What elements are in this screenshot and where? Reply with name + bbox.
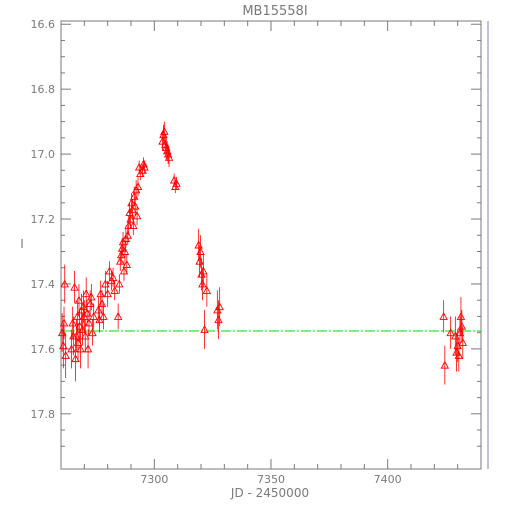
data-point: [83, 344, 93, 353]
data-point: [123, 230, 132, 239]
data-point: [140, 162, 149, 171]
x-tick-label: 7400: [374, 473, 402, 486]
data-point: [452, 347, 461, 356]
x-axis-label: JD - 2450000: [230, 486, 309, 500]
data-point: [87, 292, 96, 301]
y-tick-label: 16.8: [31, 83, 56, 96]
data-point: [110, 285, 119, 294]
data-point: [172, 178, 181, 187]
data-point: [164, 152, 174, 161]
data-point: [214, 315, 223, 324]
data-point: [160, 126, 169, 135]
data-point: [74, 295, 84, 304]
data-point: [446, 328, 455, 337]
data-point: [68, 318, 77, 327]
data-point: [133, 182, 143, 191]
data-point: [115, 279, 124, 288]
data-point: [456, 311, 466, 320]
data-point: [101, 279, 110, 288]
data-point: [60, 279, 69, 288]
y-tick-label: 17.6: [31, 343, 56, 356]
y-tick-label: 17.8: [31, 408, 56, 421]
data-point: [61, 350, 70, 359]
data-point: [88, 328, 97, 337]
data-point: [458, 337, 468, 346]
data-point: [129, 221, 138, 229]
y-tick-label: 16.6: [31, 18, 56, 31]
data-point: [454, 350, 464, 359]
data-points: [57, 121, 468, 385]
data-point: [85, 298, 95, 307]
data-point: [99, 311, 108, 320]
y-tick-label: 17.2: [31, 213, 56, 226]
data-point: [84, 318, 94, 327]
data-point: [200, 324, 209, 333]
y-axis: 16.6 16.8 17.0 17.2 17.4 17.6 17.8: [31, 18, 481, 447]
data-point: [89, 311, 98, 320]
x-axis: 7300 7350 7400: [83, 21, 459, 486]
data-point: [199, 266, 208, 275]
data-point: [202, 285, 212, 294]
x-tick-label: 7350: [257, 473, 285, 486]
data-point: [79, 302, 88, 311]
data-point: [132, 211, 142, 220]
data-point: [70, 282, 79, 291]
data-point: [59, 341, 68, 350]
y-axis-label: I: [20, 237, 24, 251]
data-point: [119, 266, 129, 275]
y-tick-label: 17.4: [31, 278, 56, 291]
data-point: [439, 311, 448, 320]
data-point: [108, 273, 118, 281]
data-point: [163, 149, 173, 158]
data-point: [81, 289, 91, 298]
data-point: [97, 298, 107, 307]
data-point: [169, 175, 179, 184]
data-point: [113, 311, 123, 320]
y-tick-label: 17.0: [31, 148, 56, 161]
data-point: [117, 243, 127, 252]
x-tick-label: 7300: [140, 473, 168, 486]
data-point: [81, 331, 90, 340]
data-point: [76, 344, 85, 353]
data-point: [122, 260, 132, 268]
data-point: [198, 279, 207, 288]
data-point: [103, 289, 112, 298]
data-point: [105, 266, 114, 275]
data-point: [139, 159, 148, 168]
data-point: [127, 198, 136, 207]
data-point: [196, 247, 205, 255]
data-point: [71, 354, 80, 363]
chart-title: MB15558I: [242, 4, 307, 19]
data-point: [130, 201, 140, 210]
data-point: [116, 256, 125, 265]
data-point: [94, 305, 103, 314]
data-point: [440, 360, 450, 369]
data-point: [457, 321, 467, 330]
data-point: [59, 318, 69, 327]
data-point: [215, 302, 224, 311]
data-point: [120, 247, 130, 255]
